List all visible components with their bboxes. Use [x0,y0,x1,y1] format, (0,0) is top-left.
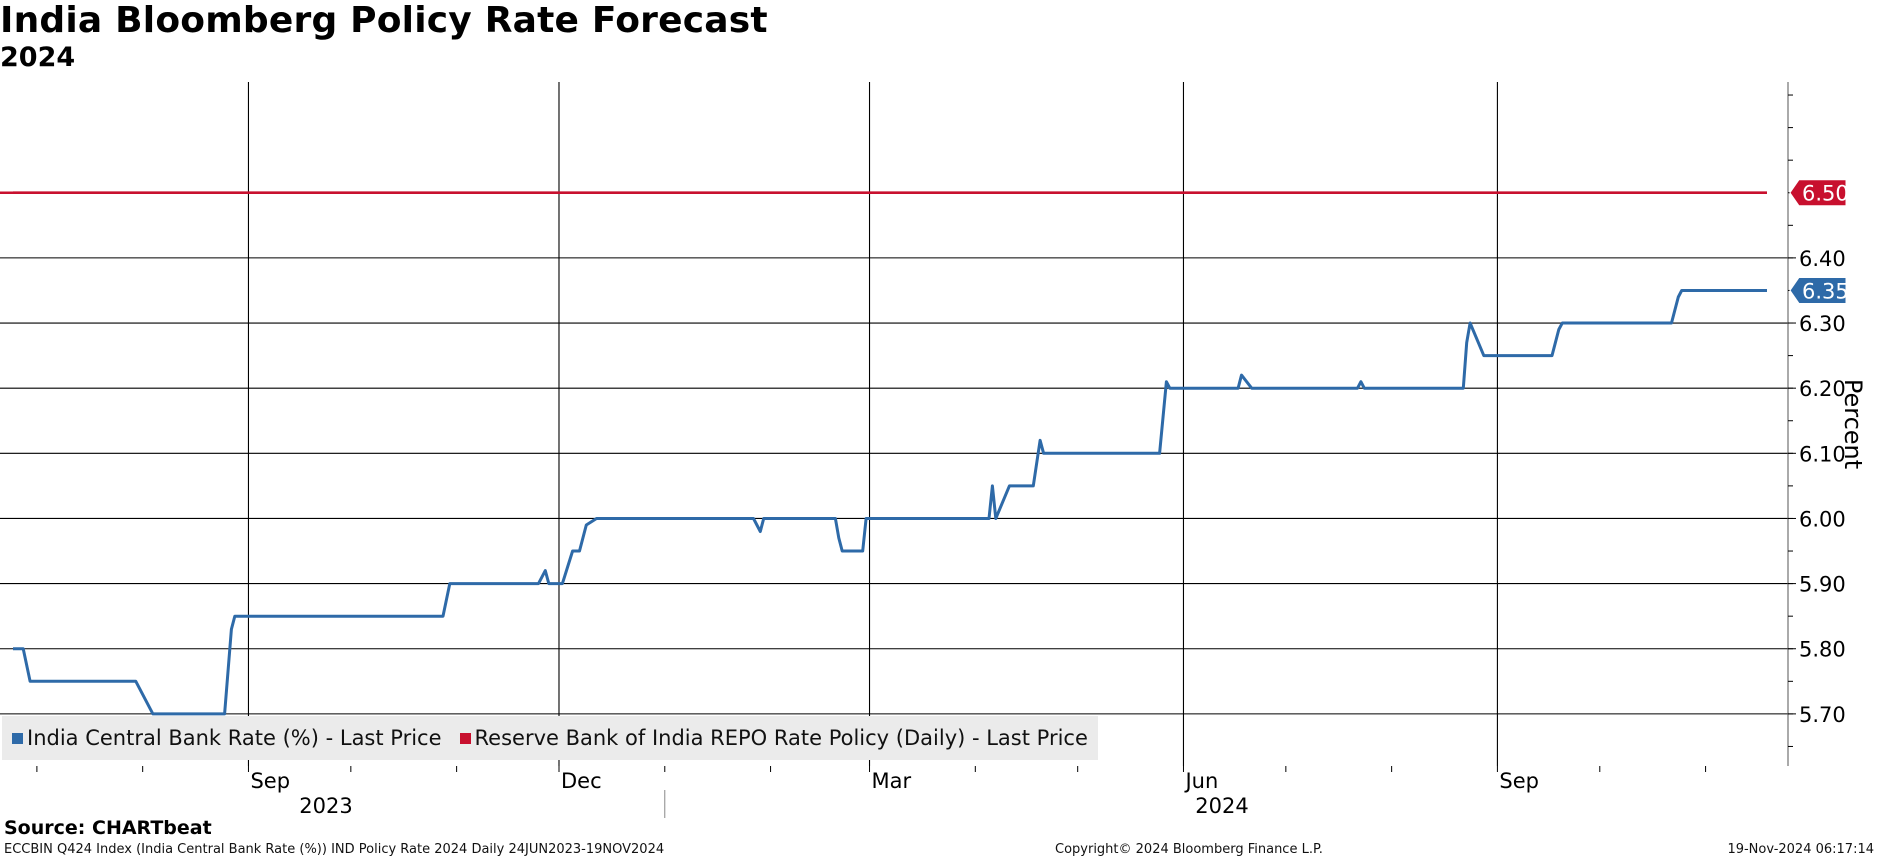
central-bank-rate-last-value-tag-bg [1789,276,1847,304]
series-layer [0,191,1767,716]
x-tick-label: Jun [1183,769,1218,793]
chart-title: India Bloomberg Policy Rate Forecast [0,0,768,41]
y-tick-label: 5.90 [1799,573,1846,597]
y-tick-label: 6.00 [1799,507,1846,531]
x-year-label: 2023 [299,794,352,818]
legend-item-repo-rate: Reserve Bank of India REPO Rate Policy (… [459,726,1088,750]
legend-item-central-bank-rate: India Central Bank Rate (%) - Last Price [12,726,442,750]
axis-layer: 5.70 5.80 5.90 6.00 6.10 6.20 6.30 6.40 Percent J… [36,82,1867,818]
y-tick-label: 5.70 [1799,703,1846,727]
y-tick-label: 6.10 [1799,442,1846,466]
x-tick-label: Dec [561,769,602,793]
y-tick-label: 6.30 [1799,312,1846,336]
footer-ticker-info: ECCBIN Q424 Index (India Central Bank Ra… [4,842,665,857]
source-note: Source: CHARTbeat [4,817,212,839]
footer-copyright: Copyright© 2024 Bloomberg Finance L.P. [1055,842,1323,857]
repo-rate-last-value-tag-bg [1789,179,1847,207]
footer-timestamp: 19-Nov-2024 06:17:14 [1727,842,1874,857]
y-tick-label: 6.40 [1799,247,1846,271]
series-line-central-bank-rate [13,289,1767,716]
chart-subtitle: 2024 [0,42,76,73]
legend-label-central-bank-rate: India Central Bank Rate (%) - Last Price [27,726,442,750]
legend-swatch-blue [12,732,23,744]
tag-layer: 6.35 6.50 [1789,179,1849,304]
legend: India Central Bank Rate (%) - Last Price… [2,716,1098,760]
repo-rate-last-value-tag-label: 6.50 [1802,182,1849,206]
x-tick-label: Mar [872,769,912,793]
grid-layer [0,82,1788,766]
legend-label-repo-rate: Reserve Bank of India REPO Rate Policy (… [474,726,1088,750]
y-axis-title: Percent [1839,379,1867,469]
legend-swatch-red [459,732,471,744]
x-tick-label: Sep [250,769,290,793]
x-tick-label: Sep [1499,769,1539,793]
central-bank-rate-last-value-tag-label: 6.35 [1802,279,1849,303]
x-year-label: 2024 [1195,794,1248,818]
y-tick-label: 5.80 [1799,638,1846,662]
y-tick-label: 6.20 [1799,377,1846,401]
